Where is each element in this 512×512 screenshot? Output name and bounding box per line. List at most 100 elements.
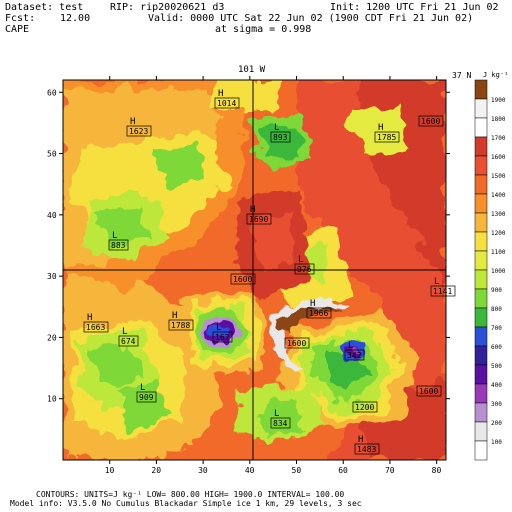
x-tick-label: 50 [292,466,302,475]
extremum-box [83,321,109,333]
extremum-value: 1663 [86,323,105,332]
extremum-value: 1966 [309,309,328,318]
legend-level-label: 1500 [491,173,506,180]
x-tick-label: 20 [151,466,161,475]
legend-swatch [474,402,488,423]
legend-swatch [474,174,488,195]
x-tick-label: 30 [198,466,208,475]
extremum-marker: 1600 [416,385,442,397]
legend-level-label: 1400 [491,192,506,199]
contour-info: CONTOURS: UNITS=J kg⁻¹ LOW= 800.00 HIGH=… [36,490,345,499]
extremum-box [230,273,256,285]
x-axis-ticks: 10 20 30 40 50 60 70 80 [105,76,442,475]
extremum-value: 976 [297,265,312,274]
extremum-type: L [274,409,279,419]
extremum-value: 1788 [171,321,190,330]
legend-level-label: 1800 [491,116,506,123]
extremum-box [294,263,315,275]
extremum-type: L [140,383,145,393]
extremum-type: H [310,299,315,309]
extremum-box [374,131,400,143]
legend-level-label: 1300 [491,211,506,218]
legend-swatch [474,117,488,138]
extremum-type: H [218,89,223,99]
y-tick-label: 10 [47,395,57,404]
extremum-type: L [298,255,303,265]
extremum-type: L [216,323,221,333]
legend-level-label: 1000 [491,268,506,275]
legend-swatch [474,288,488,309]
y-axis-ticks: 10 20 30 40 50 60 [47,88,450,404]
legend-level-label: 100 [491,439,502,446]
extremum-marker: 1600 [230,273,256,285]
y-tick-label: 50 [47,150,57,159]
extremum-type: L [348,341,353,351]
fcst-label: Fcst: [5,13,36,24]
extremum-value: 1141 [433,287,452,296]
extremum-value: 893 [273,133,288,142]
legend-level-label: 1700 [491,135,506,142]
legend-units: J kg⁻¹ [483,71,508,79]
legend-swatch [474,193,488,214]
legend-level-label: 300 [491,401,502,408]
extremum-value: 909 [139,393,154,402]
extremum-value: 1690 [249,215,268,224]
extremum-box [246,213,272,225]
extremum-value: 1600 [419,387,438,396]
extremum-box [118,335,139,347]
x-tick-label: 70 [385,466,395,475]
extremum-value: 1600 [421,117,440,126]
legend-swatch [474,421,488,442]
extremum-box [352,401,378,413]
x-tick-label: 60 [338,466,348,475]
extremum-box [126,125,152,137]
legend-swatch [474,440,488,461]
legend-swatch [474,345,488,366]
legend-swatch [474,155,488,176]
extremum-box [306,307,332,319]
legend-level-label: 600 [491,344,502,351]
legend-level-label: 1100 [491,249,506,256]
valid-label: Valid: 0000 UTC Sat 22 Jun 02 (1900 CDT … [148,13,474,24]
extremum-marker: 1600 [284,337,310,349]
extremum-box [416,385,442,397]
legend-level-label: 400 [491,382,502,389]
legend-level-label: 1900 [491,97,506,104]
extremum-value: 1600 [287,339,306,348]
extremum-value: 674 [121,337,136,346]
extremum-box [270,131,291,143]
rip-label: RIP: rip20020621 d3 [110,2,225,13]
extremum-type: H [250,205,255,215]
extremum-box [108,239,129,251]
extremum-value: 342 [347,351,362,360]
legend-level-label: 200 [491,420,502,427]
legend-level-label: 900 [491,287,502,294]
extremum-type: H [378,123,383,133]
x-tick-label: 40 [245,466,255,475]
x-tick-label: 80 [432,466,442,475]
legend-swatch [474,212,488,233]
extremum-type: L [434,277,439,287]
legend-swatch [474,79,488,100]
extremum-type: H [172,311,177,321]
extremum-value: 1200 [355,403,374,412]
meridian-label: 101 W [238,65,266,75]
y-tick-label: 20 [47,333,57,342]
